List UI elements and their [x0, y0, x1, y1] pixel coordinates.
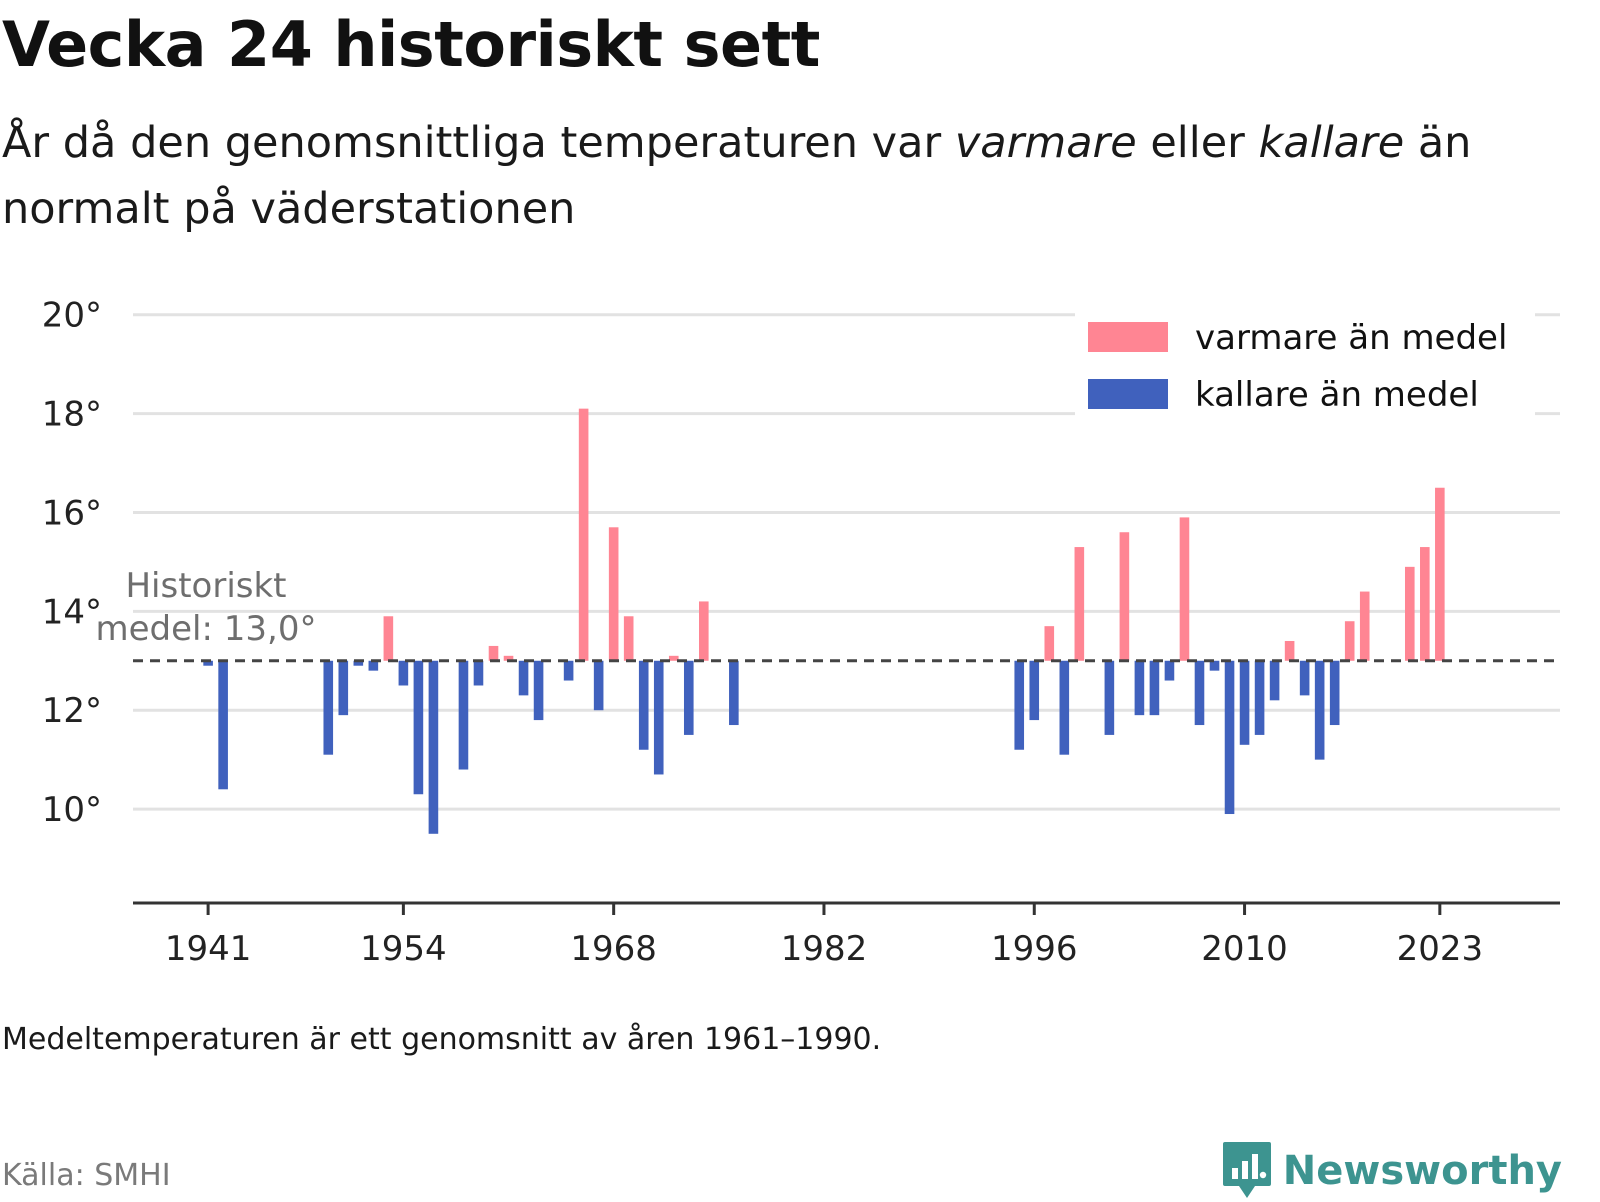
bar-1961 — [503, 655, 514, 661]
bar-2015 — [1314, 660, 1325, 760]
bar-2004 — [1149, 660, 1160, 716]
baseline-label-line2: medel: 13,0° — [96, 609, 317, 649]
y-tick-label-20: 20° — [42, 296, 102, 336]
x-tick-label-1954: 1954 — [360, 929, 447, 969]
bar-2016 — [1329, 660, 1340, 726]
legend-swatch-cold — [1088, 379, 1168, 409]
bar-1963 — [533, 660, 544, 721]
x-tick-label-1968: 1968 — [570, 929, 657, 969]
y-tick-label-10: 10° — [42, 790, 102, 830]
bar-1966 — [578, 408, 589, 661]
bar-2006 — [1179, 517, 1190, 661]
bar-1998 — [1059, 660, 1070, 755]
subtitle-warm-word: varmare — [954, 118, 1137, 168]
bar-1995 — [1014, 660, 1025, 750]
bar-1997 — [1044, 626, 1055, 661]
newsworthy-logo-icon — [1222, 1142, 1271, 1198]
subtitle-part-2: eller — [1136, 118, 1259, 168]
page-title: Vecka 24 historiskt sett — [2, 8, 820, 81]
x-tick-label-2023: 2023 — [1397, 929, 1484, 969]
bar-1953 — [383, 616, 394, 661]
bar-1955 — [413, 660, 424, 795]
y-tick-label-14: 14° — [42, 592, 102, 632]
bar-2012 — [1269, 660, 1280, 701]
bar-1962 — [518, 660, 529, 696]
bar-1960 — [488, 645, 499, 661]
y-axis-ticks: 10° 12° 14° 16° 18° 20° — [42, 296, 102, 830]
subtitle-part-3: än normalt på väderstationen — [2, 118, 1472, 234]
bar-1954 — [398, 660, 409, 686]
bar-2009 — [1224, 660, 1235, 815]
y-tick-label-18: 18° — [42, 395, 102, 435]
bar-1999 — [1074, 547, 1085, 661]
bar-2017 — [1344, 621, 1355, 661]
bar-1967 — [593, 660, 604, 711]
x-axis: 1941 1954 1968 1982 1996 2010 2023 — [133, 901, 1560, 969]
baseline-label-line1: Historiskt — [125, 566, 286, 606]
bar-2022 — [1420, 547, 1430, 661]
legend-swatch-warm — [1088, 322, 1168, 352]
bar-2010 — [1239, 660, 1250, 745]
page-subtitle: År då den genomsnittliga temperaturen va… — [2, 110, 1562, 242]
bar-1942 — [218, 660, 228, 790]
legend-label-cold: kallare än medel — [1195, 375, 1479, 415]
bar-2001 — [1104, 660, 1115, 735]
bar-1965 — [563, 660, 574, 681]
bar-1950 — [338, 660, 349, 716]
legend-label-warm: varmare än medel — [1195, 318, 1507, 358]
bar-1952 — [368, 660, 379, 671]
source-note: Källa: SMHI — [2, 1158, 171, 1193]
x-tick-label-1941: 1941 — [165, 929, 252, 969]
bar-1959 — [473, 660, 484, 686]
bar-1968 — [608, 527, 619, 661]
x-tick-label-1996: 1996 — [991, 929, 1078, 969]
bar-1958 — [458, 660, 469, 770]
bar-2018 — [1359, 591, 1370, 661]
bar-2008 — [1209, 660, 1220, 671]
bar-2011 — [1254, 660, 1265, 735]
bar-2003 — [1134, 660, 1145, 716]
bar-1956 — [428, 660, 439, 834]
bar-1996 — [1029, 660, 1040, 721]
bar-1951 — [353, 660, 364, 666]
bar-2014 — [1299, 660, 1310, 696]
x-tick-label-2010: 2010 — [1201, 929, 1288, 969]
subtitle-cold-word: kallare — [1258, 118, 1405, 168]
bar-1969 — [623, 616, 634, 661]
bar-1971 — [653, 660, 664, 775]
bar-1973 — [683, 660, 694, 735]
x-tick-label-1982: 1982 — [781, 929, 868, 969]
brand-logo: Newsworthy — [1221, 1140, 1562, 1202]
bar-1949 — [323, 660, 334, 755]
bar-2013 — [1284, 640, 1295, 661]
bar-1970 — [638, 660, 649, 750]
bar-1972 — [668, 655, 679, 661]
bar-2021 — [1404, 566, 1415, 661]
subtitle-part-1: År då den genomsnittliga temperaturen va… — [2, 118, 955, 168]
legend: varmare än medel kallare än medel — [1075, 310, 1535, 422]
bar-1976 — [729, 660, 739, 726]
bar-2002 — [1119, 532, 1130, 661]
y-tick-label-12: 12° — [42, 691, 102, 731]
bar-1974 — [699, 601, 709, 661]
brand-name: Newsworthy — [1282, 1148, 1562, 1194]
y-tick-label-16: 16° — [42, 493, 102, 533]
footnote: Medeltemperaturen är ett genomsnitt av å… — [2, 1022, 882, 1057]
bars — [203, 408, 1445, 834]
bar-2007 — [1194, 660, 1205, 726]
bar-2023 — [1435, 487, 1445, 661]
bar-1941 — [203, 660, 213, 666]
bar-2005 — [1164, 660, 1175, 681]
